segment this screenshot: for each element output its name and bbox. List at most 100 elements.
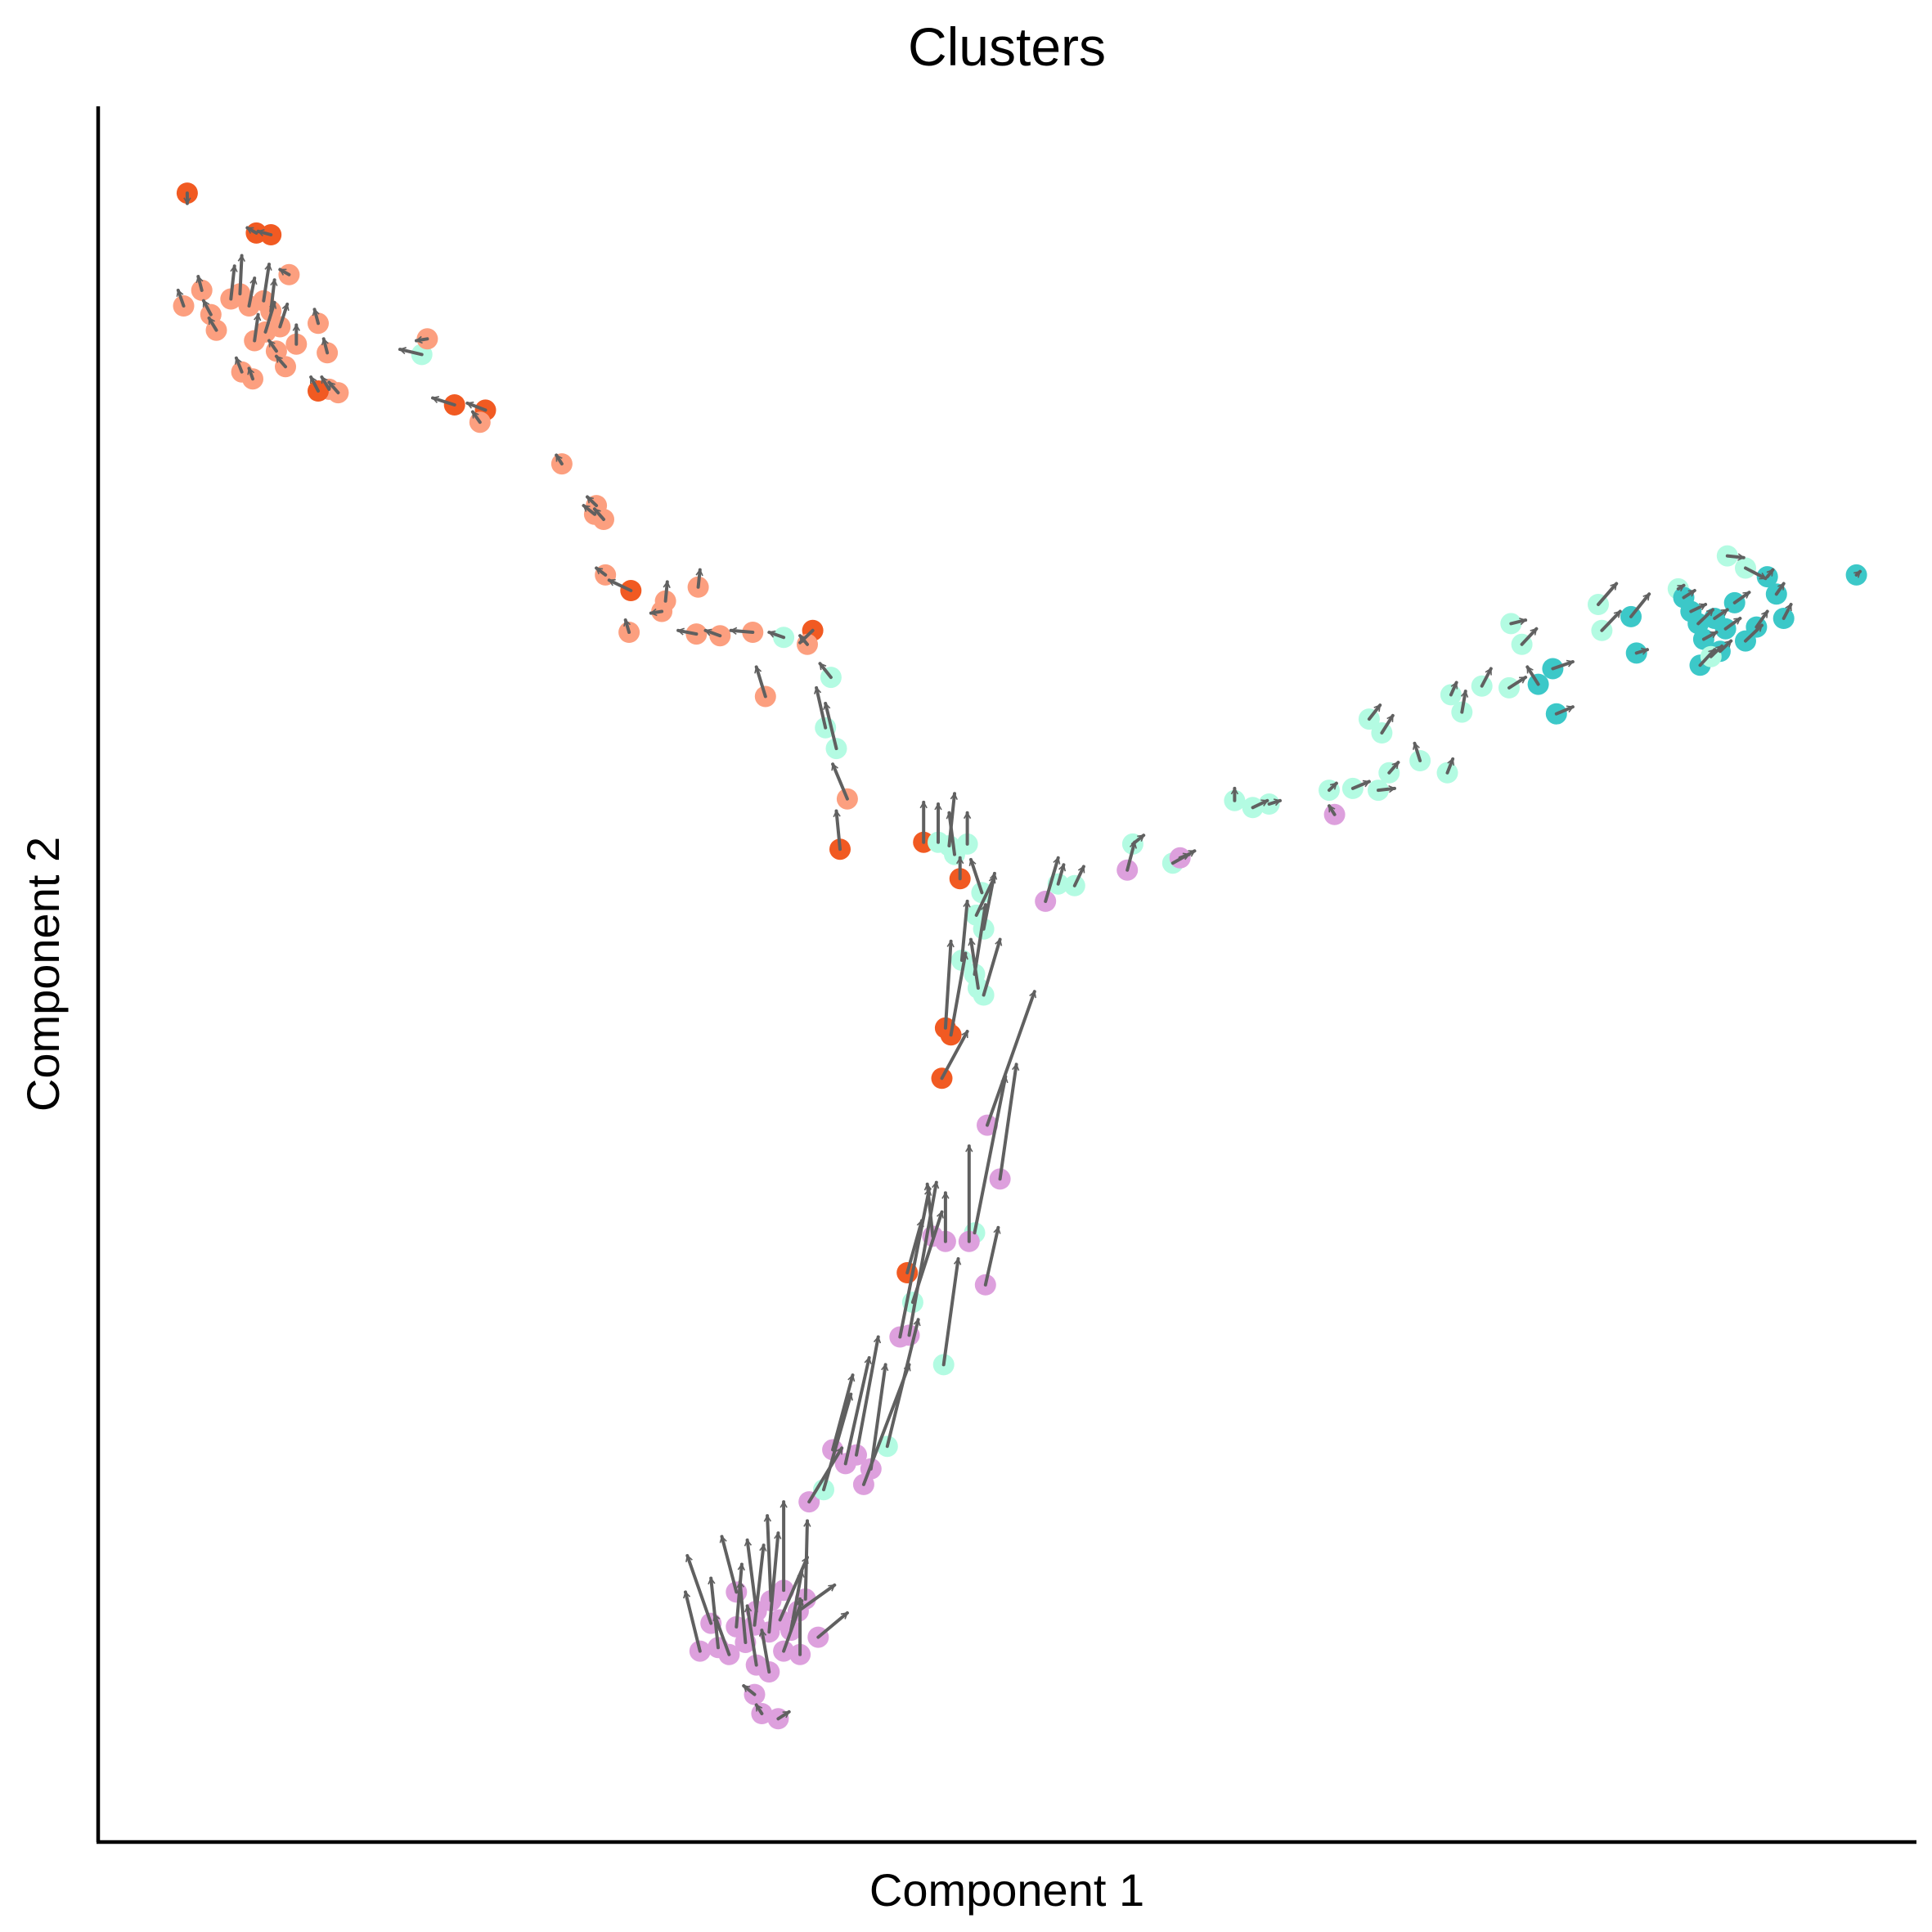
- velocity-arrow: [754, 1703, 764, 1715]
- velocity-arrow: [907, 1180, 940, 1337]
- velocity-arrow: [813, 685, 828, 730]
- velocity-arrow: [983, 1225, 1001, 1287]
- velocity-arrow: [1744, 566, 1768, 581]
- velocity-arrow: [1554, 705, 1575, 716]
- velocity-arrow: [195, 275, 204, 292]
- velocity-arrow: [831, 1373, 856, 1452]
- velocity-arrow: [823, 702, 838, 751]
- velocity-arrow: [229, 264, 238, 301]
- velocity-arrow: [676, 627, 699, 636]
- velocity-arrow: [237, 254, 245, 296]
- velocity-arrow: [320, 375, 331, 391]
- velocity-arrow: [263, 300, 277, 334]
- velocity-arrow: [465, 401, 487, 412]
- velocity-arrow: [607, 578, 633, 592]
- velocity-arrow: [470, 410, 482, 425]
- velocity-arrow: [327, 380, 340, 395]
- velocity-arrow: [1634, 647, 1649, 655]
- velocity-arrow: [262, 263, 272, 303]
- velocity-arrow: [959, 899, 971, 962]
- velocity-arrows-layer: [176, 191, 1862, 1721]
- velocity-arrow: [1449, 681, 1458, 697]
- velocity-arrow: [855, 1335, 882, 1457]
- velocity-arrow: [431, 396, 456, 407]
- velocity-arrow: [253, 312, 262, 343]
- velocity-arrow: [767, 1531, 782, 1634]
- velocity-arrow: [1723, 617, 1742, 631]
- velocity-arrow: [1056, 863, 1067, 886]
- velocity-arrow: [1480, 667, 1493, 688]
- velocity-arrow: [649, 608, 664, 617]
- velocity-arrow: [778, 1556, 809, 1622]
- velocity-arrow: [683, 1590, 702, 1653]
- velocity-arrow: [982, 871, 998, 931]
- velocity-arrow: [278, 302, 290, 329]
- velocity-arrow: [1765, 568, 1775, 579]
- velocity-arrow: [1676, 583, 1686, 592]
- velocity-arrow: [398, 347, 424, 357]
- velocity-arrow: [201, 299, 213, 317]
- velocity-arrow: [1507, 676, 1528, 690]
- velocity-arrow: [968, 937, 980, 990]
- velocity-arrow: [1597, 582, 1619, 606]
- velocity-arrow: [592, 507, 605, 521]
- velocity-arrow: [742, 1684, 757, 1696]
- velocity-arrow: [973, 903, 989, 976]
- velocity-arrow: [1698, 648, 1717, 667]
- velocity-arrow: [973, 1075, 1009, 1235]
- velocity-arrow: [176, 288, 186, 308]
- velocity-arrow: [586, 495, 599, 508]
- velocity-arrow: [831, 762, 849, 801]
- velocity-arrow: [312, 308, 320, 326]
- velocity-arrow: [947, 792, 958, 847]
- velocity-arrow: [968, 857, 984, 895]
- velocity-arrow: [905, 1219, 924, 1274]
- velocity-arrow: [816, 1611, 849, 1639]
- velocity-arrow: [758, 1629, 771, 1674]
- velocity-arrow: [843, 1356, 872, 1466]
- velocity-arrow: [940, 1030, 969, 1081]
- velocity-arrow: [798, 634, 809, 646]
- velocity-arrow: [309, 375, 320, 393]
- velocity-arrow: [1251, 798, 1269, 810]
- velocity-arrow: [685, 1553, 713, 1625]
- velocity-arrow: [1380, 713, 1395, 735]
- velocity-arrow: [623, 618, 631, 634]
- velocity-arrow: [1709, 644, 1724, 658]
- velocity-arrow: [703, 628, 722, 638]
- velocity-arrow: [1520, 627, 1539, 646]
- velocity-arrow: [1460, 690, 1469, 714]
- velocity-arrow: [321, 337, 330, 355]
- velocity-arrow: [712, 1613, 731, 1656]
- velocity-arrow: [754, 665, 767, 699]
- velocity-arrow: [763, 1514, 773, 1602]
- velocity-arrow: [776, 1710, 791, 1721]
- velocity-arrow: [1328, 804, 1337, 816]
- velocity-arrow: [1328, 781, 1338, 793]
- velocity-arrow: [1044, 856, 1061, 903]
- velocity-arrow: [744, 1538, 758, 1613]
- velocity-arrow: [1509, 618, 1528, 626]
- velocity-arrow: [1072, 865, 1085, 887]
- velocity-arrow: [1696, 608, 1714, 626]
- velocity-arrow: [1853, 569, 1862, 578]
- velocity-arrow: [998, 1063, 1020, 1181]
- velocity-arrow: [943, 939, 955, 1030]
- velocity-arrow: [982, 937, 1003, 997]
- velocity-arrow: [719, 1534, 739, 1594]
- velocity-arrow: [986, 990, 1037, 1127]
- velocity-arrow: [207, 316, 218, 332]
- velocity-arrow: [803, 1519, 811, 1601]
- chart-title: Clusters: [908, 16, 1106, 77]
- velocity-arrow: [1367, 703, 1382, 721]
- velocity-arrow: [1126, 840, 1137, 872]
- velocity-arrow: [1377, 784, 1396, 793]
- velocity-arrow: [1713, 608, 1729, 620]
- velocity-arrow: [247, 276, 258, 308]
- velocity-arrow: [941, 1257, 962, 1367]
- velocity-arrow: [1689, 603, 1708, 613]
- velocity-arrow: [1350, 780, 1371, 790]
- velocity-arrow: [595, 566, 608, 577]
- velocity-arrow: [274, 354, 287, 369]
- velocity-arrow: [1725, 553, 1746, 561]
